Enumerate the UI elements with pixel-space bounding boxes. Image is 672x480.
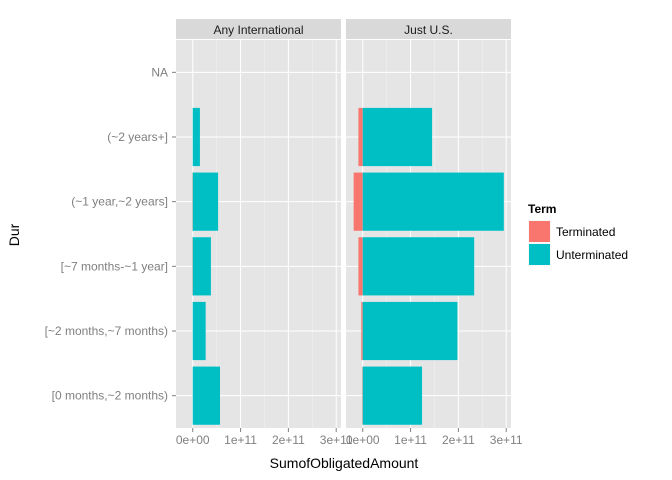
- x-tick-label: 3e+11: [320, 433, 353, 447]
- legend-key-unterminated: [529, 244, 550, 265]
- x-tick-label: 0e+00: [346, 433, 380, 447]
- bar-unterminated-1-year-2-years: [362, 172, 504, 231]
- legend-label-terminated: Terminated: [556, 225, 615, 239]
- bar-terminated-2-months-7-months: [361, 301, 363, 361]
- facet-strip-label: Just U.S.: [404, 23, 453, 37]
- bar-unterminated-7-months-1-year: [192, 237, 211, 296]
- panel-background: [346, 40, 511, 428]
- bar-unterminated-7-months-1-year: [362, 237, 475, 296]
- x-axis-title: SumofObligatedAmount: [270, 455, 419, 471]
- facet-strip: [176, 19, 341, 39]
- y-tick-label: [~7 months-~1 year]: [61, 259, 168, 273]
- y-axis-ticks: NA (~2 years+] (~1 year,~2 years] [~7 month…: [45, 65, 176, 403]
- bar-unterminated-1-year-2-years: [192, 172, 219, 231]
- legend-label-unterminated: Unterminated: [556, 248, 628, 262]
- legend: Term Terminated Unterminated: [527, 202, 628, 267]
- facet-just-u-s: Just U.S. 0e+00 1e+11 2e+11 3e+11: [346, 19, 523, 447]
- bar-unterminated-0-months-2-months: [192, 366, 220, 425]
- x-tick-label: 2e+11: [442, 433, 475, 447]
- y-tick-label: [0 months,~2 months): [52, 389, 168, 403]
- y-tick-label: (~1 year,~2 years]: [71, 195, 168, 209]
- y-tick-label: (~2 years+]: [107, 130, 168, 144]
- bar-terminated-0-months-2-months: [362, 366, 363, 425]
- panel-background: [176, 40, 341, 428]
- bar-unterminated-2-years: [362, 107, 433, 167]
- legend-title: Term: [528, 202, 556, 216]
- bar-terminated-1-year-2-years: [353, 172, 363, 231]
- y-tick-label: [~2 months,~7 months): [45, 324, 168, 338]
- facet-strip-label: Any International: [213, 23, 303, 37]
- bar-terminated-2-years: [358, 107, 363, 167]
- bar-unterminated-2-months-7-months: [192, 301, 206, 361]
- y-axis-title: Dur: [6, 223, 22, 246]
- legend-key-terminated: [529, 221, 550, 242]
- x-tick-label: 2e+11: [272, 433, 305, 447]
- x-tick-label: 0e+00: [176, 433, 210, 447]
- bar-unterminated-2-years: [192, 107, 200, 167]
- bar-terminated-7-months-1-year: [358, 237, 363, 296]
- bar-unterminated-2-months-7-months: [362, 301, 458, 361]
- facet-strip: [346, 19, 511, 39]
- facet-any-international: Any International 0e+00 1e+11 2e+11 3e+11: [176, 19, 353, 447]
- x-tick-label: 1e+11: [224, 433, 257, 447]
- bar-unterminated-0-months-2-months: [362, 366, 423, 425]
- x-tick-label: 3e+11: [490, 433, 523, 447]
- x-tick-label: 1e+11: [394, 433, 427, 447]
- y-tick-label: NA: [151, 65, 168, 79]
